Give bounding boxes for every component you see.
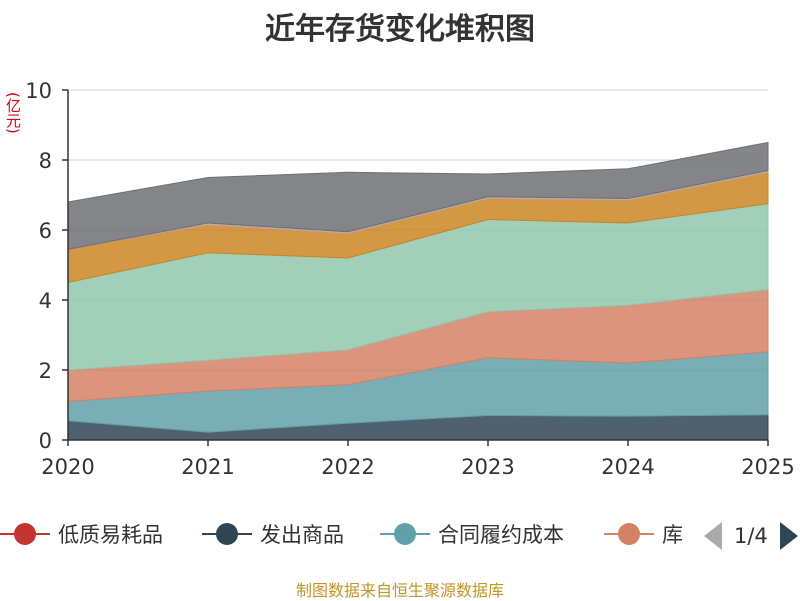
legend-label: 发出商品 [260, 523, 344, 547]
page-next-icon[interactable] [779, 522, 798, 550]
legend-label: 库 [662, 523, 683, 547]
legend-item-2[interactable]: 合同履约成本 [380, 514, 564, 554]
y-tick-label: 4 [39, 289, 52, 313]
legend-label: 合同履约成本 [438, 523, 564, 547]
x-tick-label: 2021 [181, 455, 234, 479]
legend-marker-icon [380, 522, 430, 546]
legend-item-0[interactable]: 低质易耗品 [0, 514, 163, 554]
area-series-8 [67, 141, 769, 250]
chart-title: 近年存货变化堆积图 [265, 12, 535, 47]
y-tick-label: 10 [25, 79, 52, 103]
data-source-note: 制图数据来自恒生聚源数据库 [295, 581, 504, 600]
y-axis-unit-label: (亿元) [4, 92, 22, 134]
legend-pager: 1/4 [700, 516, 800, 556]
legend-item-3[interactable]: 库 [604, 514, 683, 554]
legend: 低质易耗品 发出商品 合同履约成本 库 [0, 514, 690, 554]
y-tick-label: 8 [39, 149, 52, 173]
y-tick-label: 2 [39, 359, 52, 383]
legend-marker-icon [0, 522, 50, 546]
legend-item-1[interactable]: 发出商品 [202, 514, 344, 554]
y-tick-label: 6 [39, 219, 52, 243]
legend-label: 低质易耗品 [58, 523, 163, 547]
x-tick-label: 2022 [321, 455, 374, 479]
page-prev-icon[interactable] [704, 522, 722, 550]
axes [62, 89, 769, 446]
area-series [67, 141, 769, 441]
x-tick-label: 2020 [41, 455, 94, 479]
tick-labels: 0 2 4 6 8 10 2020 2021 2022 2023 2024 2025 [25, 79, 794, 479]
x-tick-label: 2025 [741, 455, 794, 479]
y-tick-label: 0 [39, 429, 52, 453]
x-tick-label: 2024 [601, 455, 654, 479]
legend-marker-icon [202, 522, 252, 546]
page-indicator: 1/4 [734, 524, 768, 548]
legend-marker-icon [604, 522, 654, 546]
x-tick-label: 2023 [461, 455, 514, 479]
